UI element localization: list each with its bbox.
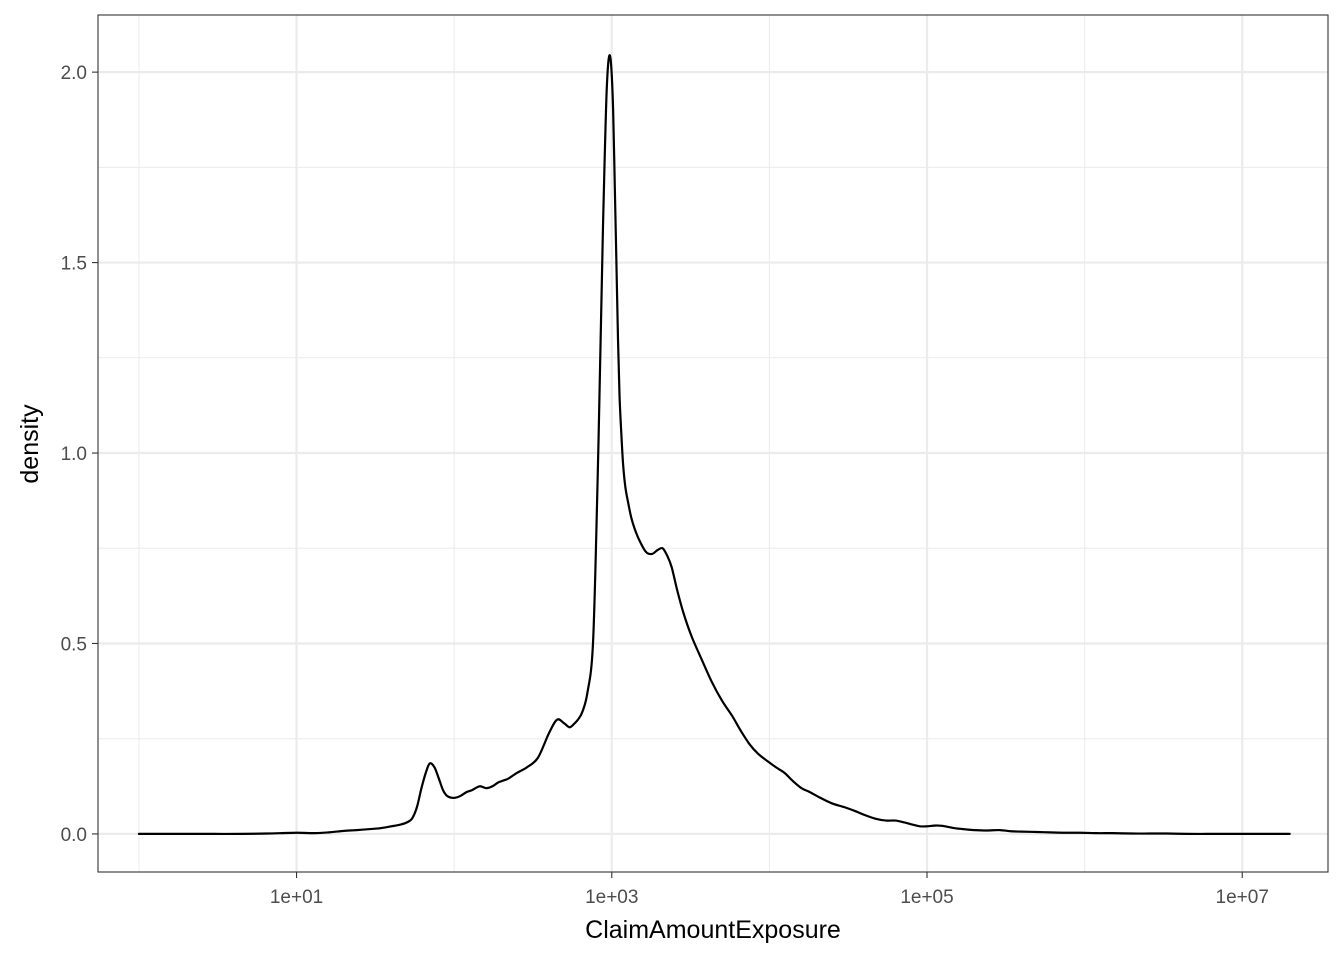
- y-axis-ticks: 0.0 0.5 1.0 1.5 2.0: [61, 63, 98, 846]
- y-tick-label: 1.0: [61, 444, 87, 465]
- x-tick-label: 1e+05: [900, 887, 953, 908]
- major-gridlines: [98, 15, 1328, 872]
- y-tick-label: 0.0: [61, 825, 87, 846]
- x-tick-label: 1e+03: [585, 887, 638, 908]
- x-tick-label: 1e+07: [1216, 887, 1269, 908]
- y-axis-title: density: [16, 404, 44, 484]
- y-tick-label: 1.5: [61, 254, 87, 275]
- minor-gridlines: [98, 15, 1328, 872]
- y-tick-label: 2.0: [61, 63, 87, 84]
- density-curve: [137, 54, 1291, 836]
- y-tick-label: 0.5: [61, 634, 87, 655]
- x-axis-ticks: 1e+01 1e+03 1e+05 1e+07: [270, 872, 1269, 908]
- panel-border: [97, 14, 1329, 873]
- x-axis-title: ClaimAmountExposure: [585, 916, 841, 944]
- x-tick-label: 1e+01: [270, 887, 323, 908]
